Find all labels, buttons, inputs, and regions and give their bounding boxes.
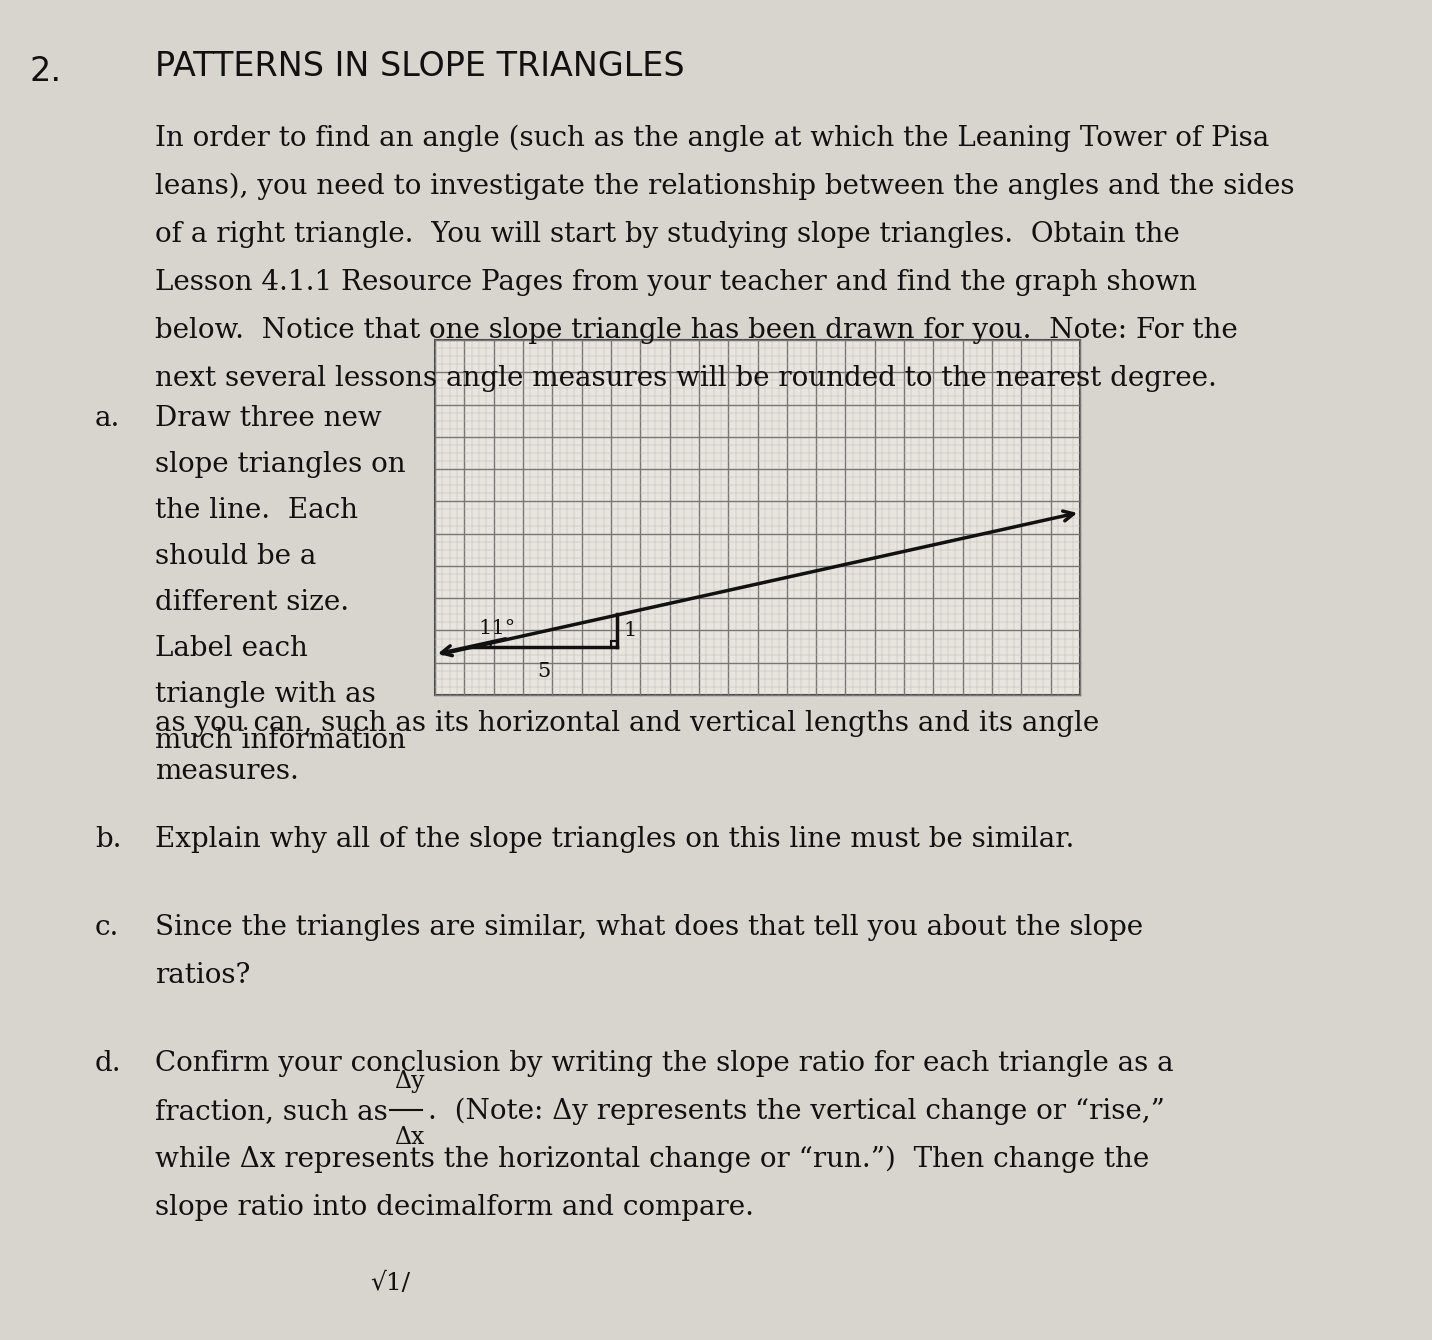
- Text: d.: d.: [95, 1051, 122, 1077]
- Text: measures.: measures.: [155, 758, 299, 785]
- Text: fraction, such as: fraction, such as: [155, 1097, 397, 1126]
- Text: Draw three new: Draw three new: [155, 405, 382, 431]
- Text: next several lessons angle measures will be rounded to the nearest degree.: next several lessons angle measures will…: [155, 364, 1217, 393]
- Text: while Δx represents the horizontal change or “run.”)  Then change the: while Δx represents the horizontal chang…: [155, 1146, 1150, 1174]
- Text: ratios?: ratios?: [155, 962, 251, 989]
- Text: should be a: should be a: [155, 543, 316, 570]
- Text: different size.: different size.: [155, 590, 349, 616]
- Text: In order to find an angle (such as the angle at which the Leaning Tower of Pisa: In order to find an angle (such as the a…: [155, 125, 1269, 153]
- Text: 5: 5: [537, 662, 550, 681]
- Text: Since the triangles are similar, what does that tell you about the slope: Since the triangles are similar, what do…: [155, 914, 1143, 941]
- Text: slope ratio into decimal​form and compare.: slope ratio into decimal​form and compar…: [155, 1194, 755, 1221]
- Text: Label each: Label each: [155, 635, 308, 662]
- Text: as you can, such as its horizontal and vertical lengths and its angle: as you can, such as its horizontal and v…: [155, 710, 1100, 737]
- Text: triangle with as: triangle with as: [155, 681, 375, 708]
- Text: 2.: 2.: [30, 55, 62, 88]
- Text: Lesson 4.1.1 Resource Pages from your teacher and find the graph shown: Lesson 4.1.1 Resource Pages from your te…: [155, 269, 1197, 296]
- Text: .  (Note: Δy represents the vertical change or “rise,”: . (Note: Δy represents the vertical chan…: [428, 1097, 1164, 1126]
- Text: Confirm your conclusion by writing the slope ratio for each triangle as a: Confirm your conclusion by writing the s…: [155, 1051, 1174, 1077]
- Text: 11°: 11°: [478, 619, 516, 638]
- Text: slope triangles on: slope triangles on: [155, 452, 405, 478]
- Text: Δy: Δy: [394, 1071, 424, 1093]
- Text: much information: much information: [155, 728, 405, 754]
- Text: leans), you need to investigate the relationship between the angles and the side: leans), you need to investigate the rela…: [155, 173, 1295, 201]
- Text: Explain why all of the slope triangles on this line must be similar.: Explain why all of the slope triangles o…: [155, 825, 1074, 854]
- Text: below.  Notice that one slope triangle has been drawn for you.  Note: For the: below. Notice that one slope triangle ha…: [155, 318, 1237, 344]
- Bar: [435, 340, 1080, 695]
- Text: PATTERNS IN SLOPE TRIANGLES: PATTERNS IN SLOPE TRIANGLES: [155, 50, 684, 83]
- Text: b.: b.: [95, 825, 122, 854]
- Text: 1: 1: [624, 620, 637, 641]
- Text: Δx: Δx: [394, 1126, 424, 1148]
- Text: a.: a.: [95, 405, 120, 431]
- Text: √1/: √1/: [369, 1272, 410, 1294]
- Text: c.: c.: [95, 914, 119, 941]
- Text: the line.  Each: the line. Each: [155, 497, 358, 524]
- Text: of a right triangle.  You will start by studying slope triangles.  Obtain the: of a right triangle. You will start by s…: [155, 221, 1180, 248]
